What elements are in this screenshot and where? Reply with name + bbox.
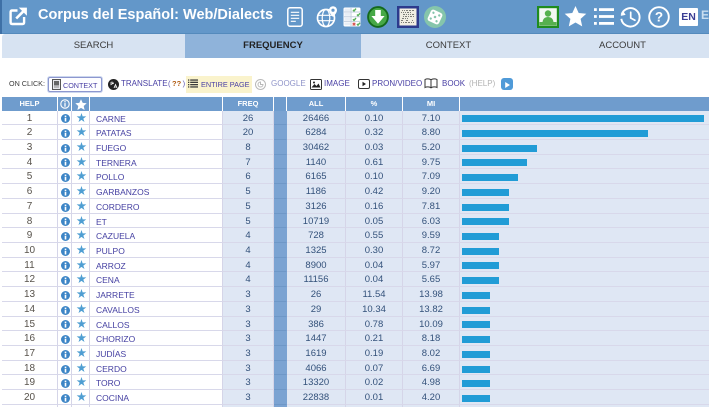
svg-text:?: ? xyxy=(655,10,663,25)
